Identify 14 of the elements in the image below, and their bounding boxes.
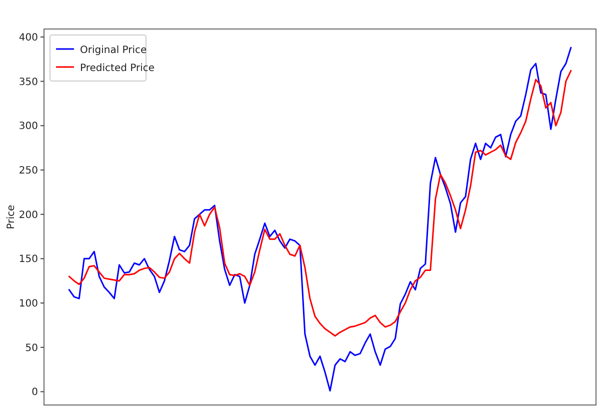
- y-axis-title: Price: [6, 204, 17, 230]
- legend-label: Original Price: [80, 45, 147, 56]
- legend-label: Predicted Price: [80, 63, 155, 74]
- y-tick-label: 250: [18, 166, 38, 176]
- line-series: [68, 46, 572, 392]
- y-tick-label: 150: [18, 254, 38, 266]
- y-tick-label: 100: [18, 298, 38, 310]
- y-tick-label: 200: [18, 210, 38, 221]
- y-tick-label: 300: [18, 121, 38, 132]
- y-tick-label: 400: [18, 32, 38, 44]
- y-tick-label: 0: [32, 387, 38, 398]
- y-tick-label: 50: [25, 342, 38, 354]
- line-series: [68, 70, 572, 337]
- y-tick-label: 350: [18, 76, 38, 88]
